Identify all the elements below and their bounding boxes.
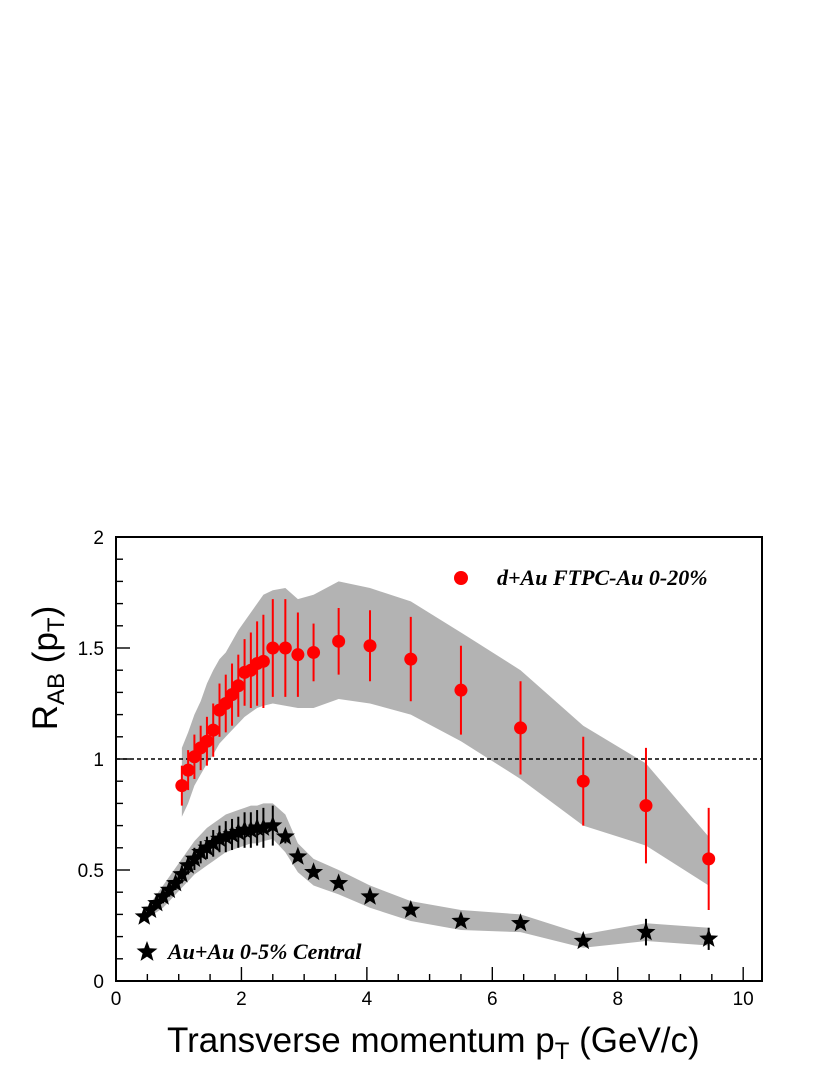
data-point-star (203, 833, 223, 852)
data-point-circle (181, 763, 195, 777)
data-point-star (134, 906, 154, 925)
data-point-circle (702, 852, 716, 866)
data-point-star (172, 864, 192, 883)
data-point-star (153, 886, 173, 905)
data-point-star (147, 893, 167, 912)
legend: d+Au FTPC-Au 0-20% Au+Au 0-5% Central (136, 565, 708, 964)
legend-label-dau: d+Au FTPC-Au 0-20% (497, 565, 708, 590)
data-point-star (573, 931, 593, 950)
x-tick-label: 10 (733, 989, 754, 1010)
x-tick-label: 0 (111, 989, 122, 1010)
axes: 0 2 4 6 8 10 0 0.5 1 1.5 2 (78, 528, 763, 1010)
x-tick-label: 4 (362, 989, 373, 1010)
x-tick-label: 2 (236, 989, 247, 1010)
data-point-circle (206, 723, 220, 737)
data-point-circle (514, 721, 528, 735)
data-point-star (360, 886, 380, 905)
data-point-star (275, 826, 295, 845)
data-point-circle (231, 679, 245, 693)
x-tick-label: 8 (612, 989, 623, 1010)
data-point-star (228, 822, 248, 841)
data-point-circle (266, 641, 280, 655)
data-point-circle (332, 634, 346, 648)
data-point-star (209, 828, 229, 848)
data-point-star (216, 826, 236, 845)
legend-marker-star (136, 941, 158, 961)
data-point-circle (307, 645, 321, 659)
systematic-bands (144, 581, 709, 948)
legend-label-auau: Au+Au 0-5% Central (166, 939, 362, 964)
y-tick-label: 1 (93, 750, 104, 771)
y-tick-label: 2 (93, 528, 104, 549)
data-point-star (140, 899, 161, 919)
data-markers (134, 634, 719, 950)
data-point-star (263, 815, 283, 834)
data-point-star (699, 928, 719, 947)
x-axis-title: Transverse momentum pT (GeV/c) (167, 1021, 700, 1065)
data-point-star (511, 913, 531, 932)
data-point-circle (576, 774, 590, 788)
data-point-star (304, 862, 324, 881)
data-point-circle (175, 779, 189, 793)
data-point-star (241, 820, 261, 839)
legend-marker-circle (454, 571, 468, 585)
data-point-star (401, 899, 421, 919)
data-point-star (178, 855, 198, 874)
data-point-circle (454, 683, 468, 697)
data-point-star (222, 824, 242, 843)
y-tick-label: 1.5 (78, 639, 104, 660)
data-point-circle (404, 652, 418, 666)
data-point-star (288, 846, 308, 865)
data-point-circle (291, 648, 305, 662)
axis-titles: Transverse momentum pT (GeV/c) RAB (pT) (26, 606, 700, 1065)
data-point-star (197, 837, 217, 856)
data-point-star (329, 873, 349, 892)
data-point-circle (256, 654, 270, 668)
y-axis-title: RAB (pT) (26, 606, 70, 730)
y-tick-label: 0 (93, 972, 104, 993)
data-point-circle (200, 734, 214, 748)
data-point-star (184, 848, 204, 867)
data-point-star (253, 817, 273, 836)
data-point-star (636, 922, 656, 941)
data-point-circle (363, 639, 377, 653)
data-point-star (191, 842, 211, 861)
data-point-circle (639, 799, 653, 813)
y-tick-label: 0.5 (78, 861, 104, 882)
data-point-star (451, 911, 471, 930)
data-point-circle (278, 641, 292, 655)
data-point-star (166, 873, 186, 892)
x-tick-label: 6 (487, 989, 498, 1010)
data-point-star (159, 879, 179, 899)
